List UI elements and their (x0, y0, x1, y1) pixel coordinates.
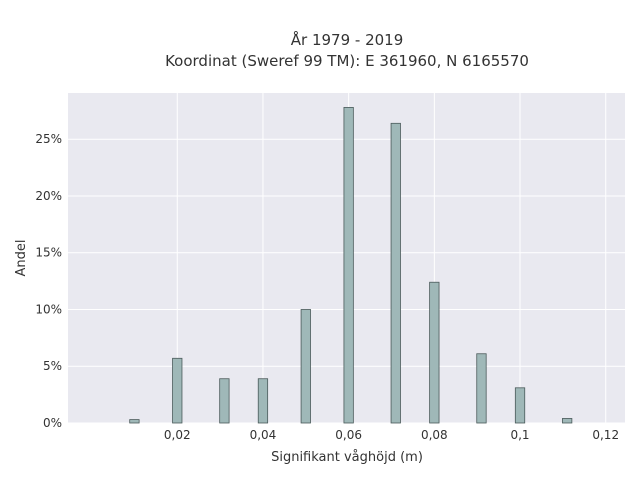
bars (129, 107, 573, 424)
histogram-bar (257, 378, 269, 424)
x-tick-label: 0,04 (250, 428, 277, 442)
x-tick-label: 0,02 (164, 428, 191, 442)
histogram-bar (300, 309, 311, 424)
histogram-bar (172, 357, 183, 424)
x-tick-label: 0,12 (592, 428, 619, 442)
y-tick-label: 0% (43, 416, 62, 430)
histogram-bar (514, 387, 526, 424)
y-axis-ticks: 0% 5% 10% 15% 20% 25% (35, 132, 62, 430)
y-tick-label: 10% (35, 302, 62, 316)
histogram-bar (390, 122, 401, 424)
chart-title-line-2: Koordinat (Sweref 99 TM): E 361960, N 61… (165, 52, 529, 70)
histogram-bar (476, 353, 487, 424)
histogram-bar (429, 281, 440, 424)
y-axis-label: Andel (14, 240, 29, 277)
x-axis-label: Signifikant våghöjd (m) (271, 450, 423, 465)
x-tick-label: 0,08 (421, 428, 448, 442)
histogram-bar (129, 419, 140, 424)
histogram-bar (562, 418, 573, 424)
x-tick-label: 0,06 (335, 428, 362, 442)
chart-title-line-1: År 1979 - 2019 (291, 30, 404, 49)
x-axis-ticks: 0,02 0,04 0,06 0,08 0,1 0,12 (164, 428, 619, 442)
histogram-bar (343, 107, 354, 424)
x-tick-label: 0,1 (510, 428, 529, 442)
y-tick-label: 15% (35, 246, 62, 260)
y-tick-label: 25% (35, 132, 62, 146)
y-tick-label: 5% (43, 359, 62, 373)
histogram-bar (219, 378, 230, 424)
y-tick-label: 20% (35, 189, 62, 203)
